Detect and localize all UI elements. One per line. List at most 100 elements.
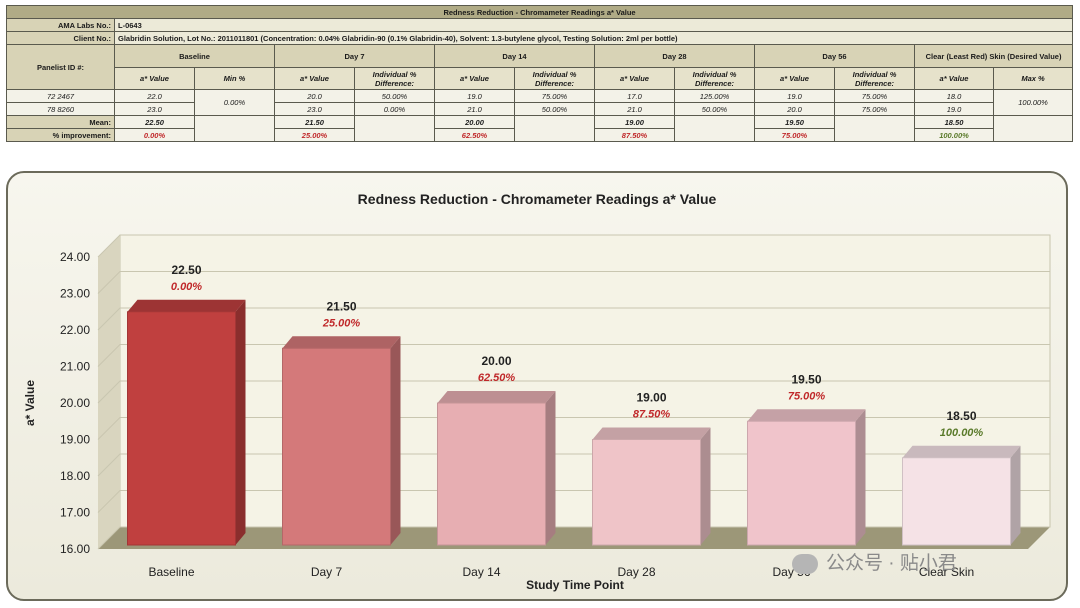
bar-side	[700, 427, 711, 545]
improvement-value: 62.50%	[434, 128, 515, 142]
bar-pct-label: 25.00%	[322, 317, 361, 329]
gridline	[97, 490, 1050, 513]
y-tick-label: 19.00	[60, 433, 90, 447]
x-tick-label: Baseline	[148, 565, 194, 579]
group-header: Day 28	[594, 44, 755, 68]
bar-chart: 16.00 17.00 18.00 19.00 20.00 21.00 22.00 23.00…	[23, 191, 1051, 592]
x-axis-label: Study Time Point	[526, 578, 624, 592]
gridline	[97, 526, 1050, 550]
gridline	[97, 380, 1050, 404]
improvement-value: 100.00%	[914, 128, 994, 142]
group-header: Baseline	[114, 44, 275, 68]
mean-value: 18.50	[914, 115, 994, 129]
chart-frame: 16.00 17.00 18.00 19.00 20.00 21.00 22.00 23.00…	[6, 171, 1068, 601]
bar-value-label: 22.50	[171, 263, 201, 277]
bar-value-label: 19.00	[636, 391, 666, 405]
cell: 0.00%	[354, 102, 435, 116]
cell: 125.00%	[674, 89, 755, 103]
bar-top	[437, 391, 556, 403]
gridline	[97, 417, 1050, 440]
y-axis-label: a* Value	[23, 380, 37, 426]
cell: 20.0	[274, 89, 355, 103]
gridline	[97, 453, 1050, 477]
min-pct: 0.00%	[194, 89, 275, 116]
cell: 23.0	[114, 102, 195, 116]
col-header: a* Value	[594, 67, 675, 90]
client-label: Client No.:	[6, 31, 115, 45]
gridline	[97, 307, 1050, 331]
wechat-icon	[792, 553, 818, 574]
improvement-value: 25.00%	[274, 128, 355, 142]
col-header: a* Value	[274, 67, 355, 90]
max-pct: 100.00%	[992, 89, 1074, 116]
group-header: Day 14	[434, 44, 595, 68]
bar	[592, 439, 701, 546]
panelist-id: 72 2467	[6, 89, 115, 103]
bar-pct-label: 100.00%	[940, 427, 984, 439]
mean-row: Mean: 22.50 21.50 20.00 19.00 19.50 18.5…	[6, 115, 1074, 142]
bar-pct-label: 87.50%	[633, 409, 671, 421]
col-header: Individual % Difference:	[674, 67, 755, 90]
col-header: a* Value	[114, 67, 195, 90]
bar	[902, 457, 1011, 546]
bar-top	[592, 427, 711, 440]
gridline	[97, 234, 1050, 258]
y-tick-label: 16.00	[60, 542, 90, 556]
bar	[747, 420, 856, 546]
mean-value: 19.00	[594, 115, 675, 129]
bar-top	[127, 299, 246, 312]
bar-top	[747, 409, 866, 422]
bar-side	[545, 391, 556, 545]
col-header: a* Value	[914, 67, 994, 90]
bar	[437, 402, 546, 546]
mean-value: 22.50	[114, 115, 195, 129]
chart-title: Redness Reduction - Chromameter Readings…	[358, 191, 717, 207]
y-tick-label: 17.00	[60, 506, 90, 520]
table-row: 78 8260 23.0 23.0 0.00% 21.0 50.00% 21.0…	[6, 102, 1073, 116]
y-tick-label: 24.00	[60, 250, 90, 264]
panelist-id: 78 8260	[6, 102, 115, 116]
table-title: Redness Reduction - Chromameter Readings…	[5, 5, 1074, 19]
bar-side	[855, 409, 866, 545]
table-row: 72 2467 22.0 0.00% 20.0 50.00% 19.0 75.0…	[6, 89, 1074, 116]
bar-side	[390, 336, 401, 545]
cell: 23.0	[274, 102, 355, 116]
cell: 18.0	[914, 89, 994, 103]
y-tick-label: 22.00	[60, 323, 90, 337]
improvement-label: % improvement:	[6, 128, 115, 142]
cell: 20.0	[754, 102, 835, 116]
lab-value: L-0643	[113, 18, 1074, 32]
bar-pct-label: 62.50%	[478, 372, 516, 384]
col-header: Max %	[992, 67, 1074, 90]
bar-side	[235, 299, 246, 545]
group-header: Day 7	[274, 44, 435, 68]
bar	[127, 311, 236, 546]
group-header: Day 56	[754, 44, 915, 68]
col-header: a* Value	[434, 67, 515, 90]
col-header: Individual % Difference:	[834, 67, 915, 90]
lab-label: AMA Labs No.:	[6, 18, 115, 32]
improvement-value: 87.50%	[594, 128, 675, 142]
cell: 21.0	[594, 102, 675, 116]
x-tick-label: Day 14	[462, 565, 500, 579]
y-tick-label: 20.00	[60, 396, 90, 410]
bar-value-label: 19.50	[791, 372, 821, 386]
cell: 22.0	[114, 89, 195, 103]
gridline	[97, 344, 1050, 367]
mean-label: Mean:	[6, 115, 115, 129]
mean-value: 21.50	[274, 115, 355, 129]
col-header: Individual % Difference:	[354, 67, 435, 90]
client-value: Glabridin Solution, Lot No.: 2011011801 …	[113, 31, 1074, 45]
improvement-value: 0.00%	[114, 128, 195, 142]
x-tick-label: Clear Skin	[919, 565, 974, 579]
col-header: Individual % Difference:	[514, 67, 595, 90]
bar-pct-label: 75.00%	[788, 390, 826, 402]
bar-pct-label: 0.00%	[171, 281, 202, 293]
col-header: a* Value	[754, 67, 835, 90]
bar-side	[1010, 445, 1021, 545]
mean-value: 19.50	[754, 115, 835, 129]
bar-top	[902, 445, 1021, 458]
y-tick-label: 21.00	[60, 360, 90, 374]
bar-value-label: 18.50	[946, 409, 976, 423]
bar	[282, 347, 391, 546]
